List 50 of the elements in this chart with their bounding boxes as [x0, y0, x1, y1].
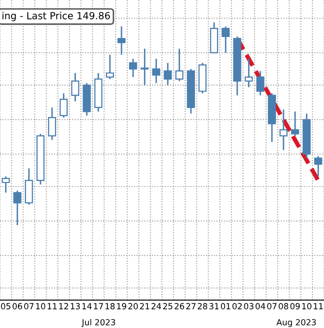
x-tick-label: 24 [152, 303, 162, 310]
candlestick [175, 48, 184, 82]
candlestick [314, 155, 322, 178]
x-tick-label: 21 [140, 303, 150, 310]
x-tick-label: 14 [82, 303, 92, 310]
candlestick [291, 110, 300, 137]
x-tick-label: 08 [278, 303, 288, 310]
x-tick-label: 31 [209, 303, 219, 310]
candlestick [140, 48, 149, 86]
x-tick-label: 09 [290, 303, 300, 310]
text: Jul 2023 [81, 318, 116, 327]
candlestick [152, 58, 160, 84]
x-tick-label: 27 [186, 303, 196, 310]
candlestick [117, 26, 126, 56]
x-tick-label: 03 [244, 303, 254, 310]
candlestick [222, 26, 230, 54]
x-tick-label: 19 [117, 303, 126, 310]
candlestick [71, 72, 80, 102]
candlestick [129, 58, 138, 78]
candlestick [60, 92, 68, 118]
x-tick-label: 11 [48, 303, 57, 310]
candlestick [164, 62, 172, 86]
x-tick-label: 02 [232, 303, 242, 310]
candlestick [279, 108, 288, 151]
x-tick-label: 20 [128, 303, 138, 310]
candlestick [24, 168, 33, 206]
x-tick-label: 05 [1, 303, 10, 310]
x-tick-label: 26 [174, 303, 184, 310]
text: Aug 2023 [276, 319, 316, 328]
x-tick-label: 01 [220, 303, 230, 310]
text: ing - Last Price 149.86 [2, 12, 110, 22]
x-tick-label: 07 [24, 303, 34, 310]
candlestick [256, 70, 264, 96]
candlestick [244, 58, 253, 88]
x-tick-label: 13 [70, 303, 80, 310]
x-tick-label: 18 [106, 303, 115, 310]
x-tick-label: 17 [94, 303, 103, 310]
x-tick-label: 07 [267, 303, 277, 310]
x-tick-label: 06 [12, 303, 22, 310]
candlestick [48, 106, 56, 141]
candlestick [2, 176, 10, 194]
candlestick [13, 190, 22, 226]
x-tick-label: 25 [163, 303, 172, 310]
x-tick-label: 28 [198, 303, 208, 310]
x-tick-label: 12 [59, 303, 68, 310]
x-tick-label: 04 [256, 303, 266, 310]
x-tick-label: 11 [314, 303, 323, 310]
candlestick [106, 54, 114, 80]
x-tick-label: 10 [36, 303, 46, 310]
x-tick-label: 10 [302, 303, 312, 310]
